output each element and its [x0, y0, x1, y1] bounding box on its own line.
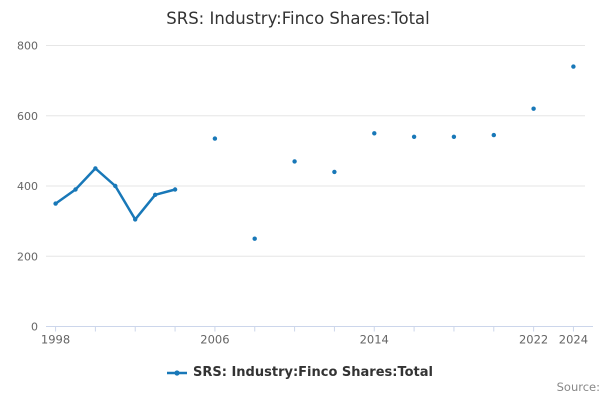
legend-label: SRS: Industry:Finco Shares:Total: [193, 365, 433, 380]
plot-area: 0 200 400 600 800 1998 2006 2014 2022 2024: [17, 40, 593, 347]
data-point-2008[interactable]: [252, 236, 257, 241]
y-axis-label-600: 600: [17, 110, 38, 123]
legend-item[interactable]: SRS: Industry:Finco Shares:Total: [0, 365, 600, 380]
data-point-1999[interactable]: [73, 187, 78, 192]
y-axis-label-0: 0: [31, 321, 38, 334]
data-point-2016[interactable]: [411, 134, 417, 139]
data-point-2012[interactable]: [332, 169, 337, 175]
data-point-2010[interactable]: [292, 159, 297, 164]
source-label: Source:: [556, 380, 600, 394]
data-point-2002[interactable]: [133, 217, 138, 222]
data-point-2022[interactable]: [531, 106, 536, 111]
data-point-2003[interactable]: [153, 192, 158, 197]
x-axis-label-2014: 2014: [360, 333, 389, 347]
data-point-2020[interactable]: [491, 132, 496, 138]
y-axis-label-400: 400: [17, 180, 38, 193]
data-point-2000[interactable]: [93, 166, 98, 171]
data-point-1998[interactable]: [53, 201, 58, 206]
y-axis-label-800: 800: [17, 40, 38, 53]
y-axis-label-200: 200: [17, 250, 38, 263]
x-axis-label-2022: 2022: [519, 333, 548, 347]
x-axis-label-2006: 2006: [200, 333, 229, 347]
legend-marker-icon: [167, 369, 187, 376]
x-axis-label-2024: 2024: [559, 333, 588, 347]
data-point-2006[interactable]: [212, 136, 218, 141]
data-point-2018[interactable]: [451, 134, 457, 139]
data-point-2024[interactable]: [571, 64, 576, 69]
data-point-2004[interactable]: [172, 187, 178, 192]
data-point-2001[interactable]: [113, 183, 118, 189]
data-point-2014[interactable]: [372, 131, 377, 136]
x-axis-label-1998: 1998: [41, 333, 70, 347]
chart-title: SRS: Industry:Finco Shares:Total: [166, 9, 430, 28]
series-line: [56, 67, 574, 220]
